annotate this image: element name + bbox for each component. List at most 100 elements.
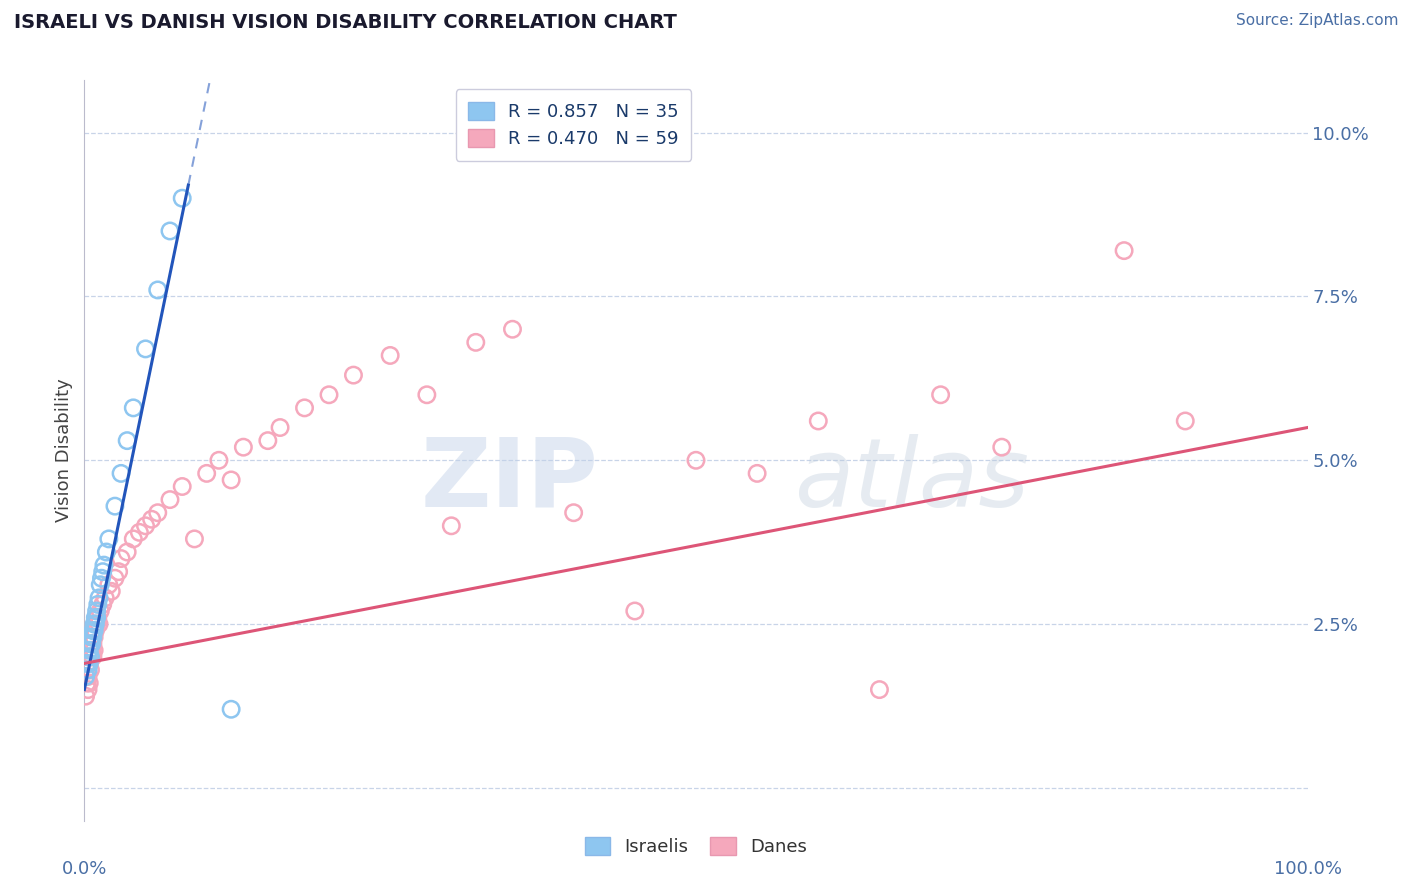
Danes [75, 689, 97, 703]
Danes [502, 322, 524, 336]
Danes [440, 518, 463, 533]
Danes [87, 617, 110, 632]
Danes [685, 453, 707, 467]
Danes [115, 545, 138, 559]
Danes [342, 368, 364, 383]
Y-axis label: Vision Disability: Vision Disability [55, 378, 73, 523]
Israelis [79, 637, 101, 651]
Israelis [77, 649, 100, 664]
Danes [807, 414, 830, 428]
Israelis [97, 532, 120, 546]
Danes [89, 604, 111, 618]
Israelis [172, 191, 194, 205]
Israelis [77, 663, 100, 677]
Danes [929, 388, 952, 402]
Israelis [82, 630, 104, 644]
Danes [77, 682, 100, 697]
Israelis [86, 604, 108, 618]
Text: atlas: atlas [794, 434, 1029, 526]
Legend: Israelis, Danes: Israelis, Danes [578, 830, 814, 863]
Danes [100, 584, 122, 599]
Danes [82, 649, 104, 664]
Danes [195, 467, 218, 481]
Danes [77, 669, 100, 683]
Israelis [80, 630, 103, 644]
Israelis [79, 649, 101, 664]
Danes [1174, 414, 1197, 428]
Israelis [146, 283, 169, 297]
Danes [77, 657, 100, 671]
Danes [87, 610, 110, 624]
Israelis [83, 624, 105, 638]
Danes [624, 604, 647, 618]
Danes [104, 571, 127, 585]
Danes [79, 663, 101, 677]
Israelis [82, 624, 104, 638]
Israelis [87, 591, 110, 605]
Israelis [89, 578, 111, 592]
Danes [135, 518, 157, 533]
Israelis [135, 342, 157, 356]
Danes [83, 630, 105, 644]
Danes [269, 420, 291, 434]
Danes [84, 624, 107, 638]
Israelis [91, 565, 114, 579]
Danes [172, 479, 194, 493]
Danes [83, 643, 105, 657]
Danes [86, 617, 108, 632]
Israelis [96, 545, 118, 559]
Danes [562, 506, 585, 520]
Israelis [104, 499, 127, 513]
Israelis [80, 637, 103, 651]
Israelis [115, 434, 138, 448]
Danes [869, 682, 891, 697]
Text: ZIP: ZIP [420, 434, 598, 526]
Israelis [122, 401, 145, 415]
Text: Source: ZipAtlas.com: Source: ZipAtlas.com [1236, 13, 1399, 29]
Danes [208, 453, 231, 467]
Danes [257, 434, 280, 448]
Danes [94, 591, 117, 605]
Israelis [75, 669, 97, 683]
Danes [232, 440, 254, 454]
Danes [159, 492, 181, 507]
Danes [122, 532, 145, 546]
Israelis [87, 598, 110, 612]
Danes [97, 578, 120, 592]
Israelis [159, 224, 181, 238]
Danes [76, 676, 98, 690]
Danes [80, 643, 103, 657]
Danes [79, 649, 101, 664]
Danes [107, 565, 129, 579]
Danes [219, 473, 242, 487]
Danes [91, 598, 114, 612]
Israelis [77, 643, 100, 657]
Danes [128, 525, 150, 540]
Israelis [86, 610, 108, 624]
Israelis [83, 617, 105, 632]
Israelis [84, 617, 107, 632]
Israelis [93, 558, 115, 573]
Israelis [90, 571, 112, 585]
Danes [747, 467, 769, 481]
Danes [146, 506, 169, 520]
Danes [1114, 244, 1136, 258]
Israelis [84, 610, 107, 624]
Israelis [110, 467, 132, 481]
Danes [110, 551, 132, 566]
Danes [464, 335, 486, 350]
Israelis [77, 657, 100, 671]
Danes [294, 401, 316, 415]
Danes [416, 388, 439, 402]
Danes [991, 440, 1014, 454]
Danes [141, 512, 163, 526]
Danes [183, 532, 205, 546]
Text: 0.0%: 0.0% [62, 860, 107, 878]
Text: ISRAELI VS DANISH VISION DISABILITY CORRELATION CHART: ISRAELI VS DANISH VISION DISABILITY CORR… [14, 13, 676, 32]
Danes [380, 348, 402, 362]
Danes [318, 388, 340, 402]
Danes [77, 676, 100, 690]
Danes [76, 663, 98, 677]
Text: 100.0%: 100.0% [1274, 860, 1341, 878]
Israelis [219, 702, 242, 716]
